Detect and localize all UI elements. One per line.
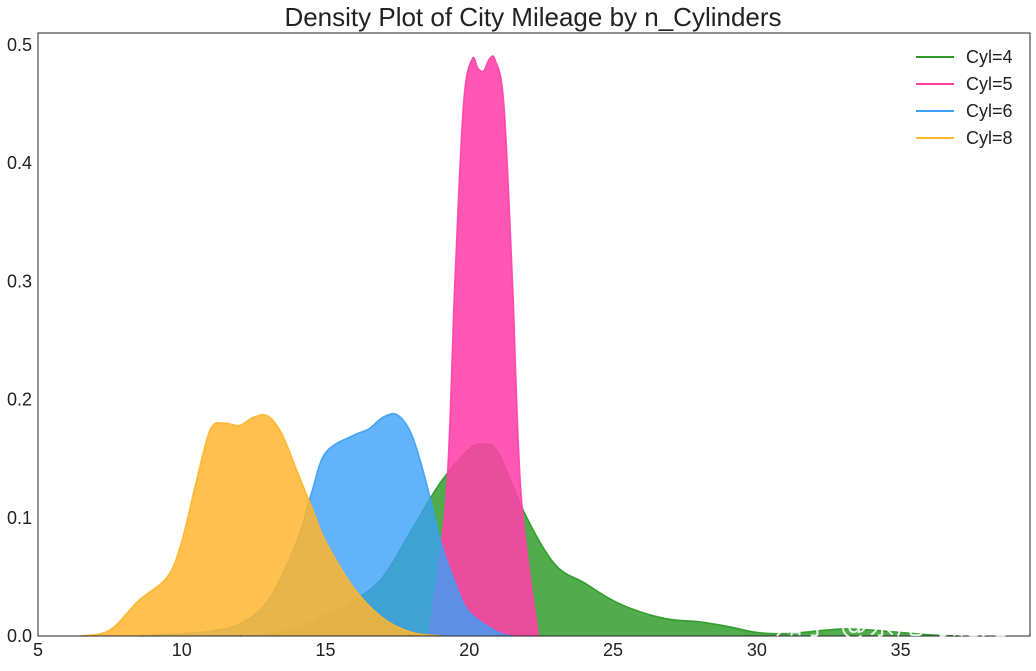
legend-label-cyl-5: Cyl=5 (966, 74, 1013, 94)
y-tick-label: 0.2 (7, 390, 32, 410)
legend-label-cyl-8: Cyl=8 (966, 128, 1013, 148)
y-tick-label: 0.3 (7, 271, 32, 291)
plot-frame (37, 32, 1031, 637)
plot-area (80, 55, 959, 637)
x-tick-label: 35 (891, 640, 911, 660)
x-tick-label: 30 (747, 640, 767, 660)
watermark: 知乎 @茶尾可妮兔 (775, 608, 1008, 641)
legend: Cyl=4 Cyl=5 Cyl=6 Cyl=8 (916, 47, 1013, 148)
y-tick-label: 0.1 (7, 508, 32, 528)
legend-label-cyl-4: Cyl=4 (966, 47, 1013, 67)
x-tick-label: 20 (459, 640, 479, 660)
y-tick-label: 0.4 (7, 153, 32, 173)
axes: 5 10 15 20 25 30 35 0.0 0.1 0.2 0.3 0.4 0.5 (7, 32, 1031, 660)
density-line-cyl-8 (80, 413, 441, 637)
chart-title: Density Plot of City Mileage by n_Cylind… (284, 2, 781, 32)
legend-label-cyl-6: Cyl=6 (966, 101, 1013, 121)
x-tick-label: 10 (172, 640, 192, 660)
x-tick-label: 15 (316, 640, 336, 660)
density-area-cyl-6 (141, 413, 513, 636)
x-tick-label: 25 (603, 640, 623, 660)
x-tick-label: 5 (33, 640, 43, 660)
y-tick-label: 0.0 (7, 626, 32, 646)
density-line-cyl-5 (428, 55, 540, 637)
y-tick-label: 0.5 (7, 35, 32, 55)
density-area-cyl-5 (429, 56, 539, 636)
density-area-cyl-8 (81, 414, 441, 636)
